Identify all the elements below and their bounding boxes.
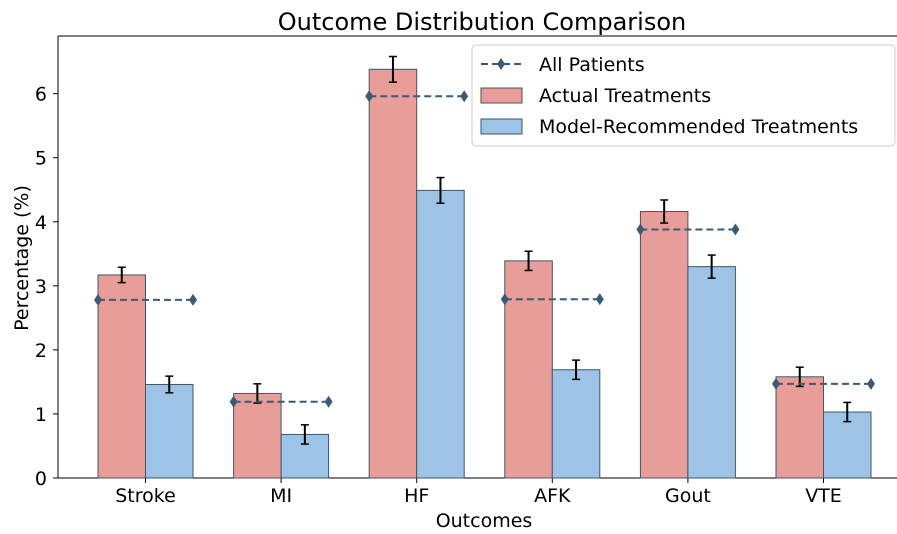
reference-marker <box>189 293 197 306</box>
legend-marker-swatch <box>497 58 505 70</box>
legend-label: Actual Treatments <box>539 85 711 107</box>
x-tick-label: Gout <box>665 485 711 507</box>
reference-marker <box>731 223 740 236</box>
reference-marker <box>94 293 102 306</box>
y-tick-label: 2 <box>35 340 47 362</box>
bar <box>823 411 872 479</box>
x-tick-label: HF <box>404 485 429 507</box>
reference-marker <box>460 90 469 103</box>
y-tick-label: 0 <box>35 468 47 490</box>
y-tick-label: 6 <box>35 84 47 106</box>
legend-box <box>471 44 896 147</box>
bar <box>775 376 824 479</box>
reference-marker <box>324 395 333 408</box>
legend-patch-swatch <box>480 87 523 104</box>
x-tick-label: MI <box>270 485 292 507</box>
y-tick-label: 3 <box>35 276 47 298</box>
chart-title: Outcome Distribution Comparison <box>278 8 687 36</box>
reference-marker <box>595 293 604 306</box>
legend-label: Model-Recommended Treatments <box>539 116 858 138</box>
bar <box>233 392 282 479</box>
bar <box>97 274 146 479</box>
y-tick-label: 1 <box>35 404 47 426</box>
reference-marker <box>636 223 645 236</box>
bar <box>368 68 418 479</box>
bar <box>145 383 194 479</box>
bar <box>639 211 689 479</box>
bar <box>504 260 553 479</box>
legend-label: All Patients <box>539 54 645 76</box>
bar <box>416 189 465 479</box>
x-tick-label: VTE <box>805 485 842 507</box>
bar <box>551 369 601 479</box>
x-tick-label: AFK <box>534 485 571 507</box>
reference-marker <box>500 293 509 306</box>
reference-marker <box>229 395 238 408</box>
reference-marker <box>772 377 780 390</box>
bar <box>687 266 736 479</box>
x-tick-label: Stroke <box>115 485 176 507</box>
y-tick-label: 5 <box>35 148 47 170</box>
legend: All Patients Actual Treatments Model-Recom… <box>471 44 896 147</box>
legend-patch-swatch <box>480 118 523 135</box>
reference-marker <box>867 377 875 390</box>
plot-area: 0 1 2 3 4 5 6 Stroke MI HF AFK Gout VTE <box>35 35 897 507</box>
y-axis-label: Percentage (%) <box>11 185 33 331</box>
y-tick-label: 4 <box>35 212 47 234</box>
reference-marker <box>365 90 374 103</box>
x-axis-label: Outcomes <box>436 510 533 532</box>
